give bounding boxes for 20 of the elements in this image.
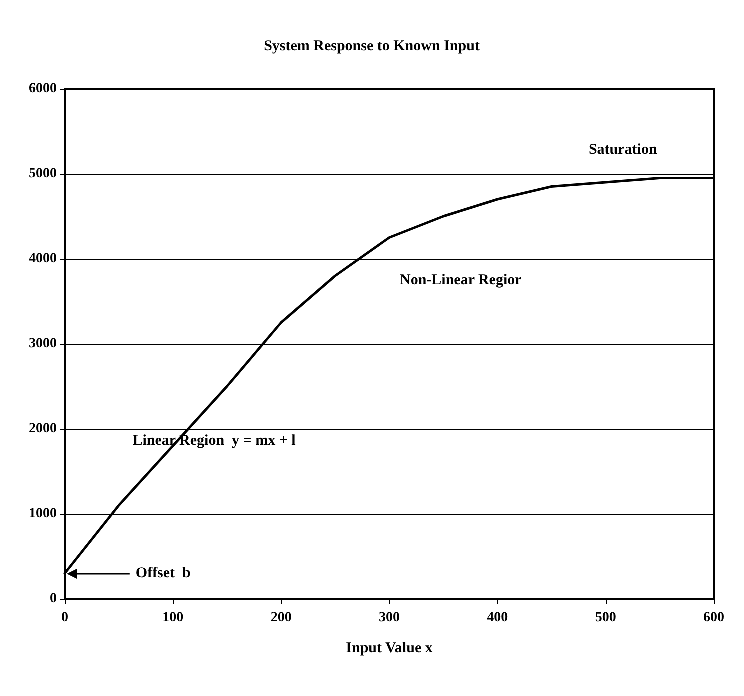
x-axis-title: Input Value x bbox=[346, 640, 434, 656]
x-tick-label: 0 bbox=[62, 610, 68, 626]
x-tick-label: 300 bbox=[379, 610, 400, 626]
y-tick-label: 4000 bbox=[29, 252, 57, 266]
chart-title: System Response to Known Input bbox=[264, 38, 480, 54]
x-tick-label: 100 bbox=[162, 610, 184, 626]
x-tick-label: 200 bbox=[270, 610, 292, 626]
annotation: Saturation bbox=[588, 142, 658, 158]
x-tick-label: 400 bbox=[487, 610, 508, 626]
y-tick-label: 6000 bbox=[29, 82, 57, 96]
annotation: Offset b bbox=[136, 566, 191, 582]
annotation: Non-Linear Regior bbox=[400, 272, 522, 288]
annotation: Linear Region y = mx + l bbox=[132, 432, 296, 449]
y-tick-label: 2000 bbox=[29, 422, 57, 436]
x-tick-label: 500 bbox=[595, 610, 616, 626]
y-tick-label: 5000 bbox=[29, 166, 57, 182]
y-tick-label: 0 bbox=[50, 592, 57, 606]
x-tick-label: 600 bbox=[704, 610, 724, 626]
y-tick-label: 1000 bbox=[29, 506, 57, 522]
y-tick-label: 3000 bbox=[29, 336, 57, 352]
